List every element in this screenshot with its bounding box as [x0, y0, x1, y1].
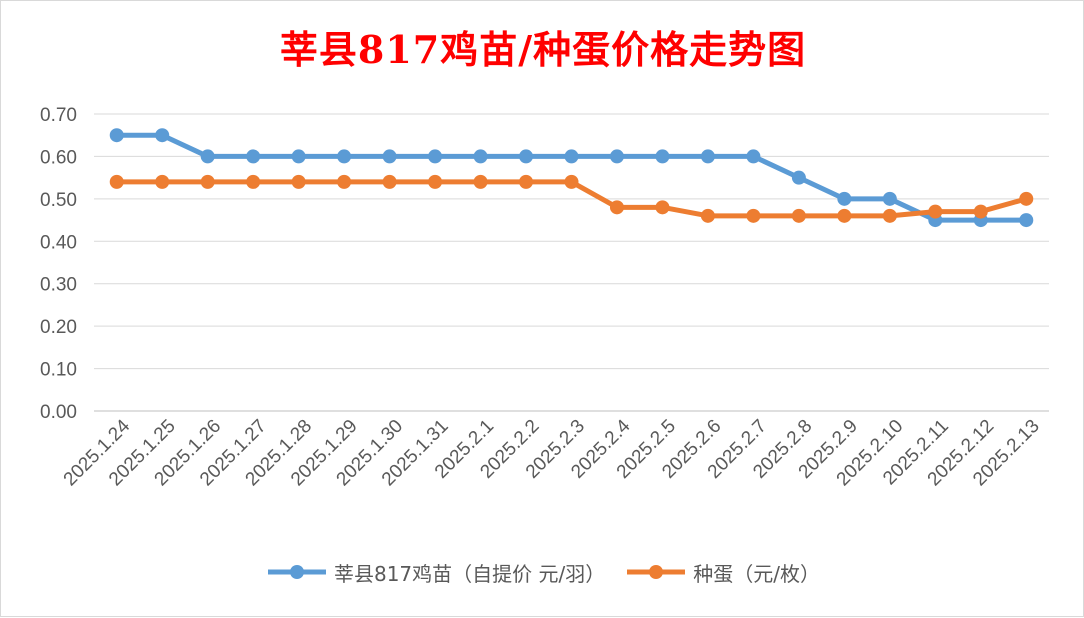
data-point-series-0	[291, 149, 306, 164]
data-point-series-0	[791, 170, 806, 185]
data-point-series-0	[746, 149, 761, 164]
data-point-series-1	[973, 204, 988, 219]
y-tick-label: 0.20	[40, 317, 77, 338]
data-point-series-0	[519, 149, 534, 164]
data-point-series-0	[837, 191, 852, 206]
data-point-series-0	[1019, 213, 1034, 228]
data-point-series-1	[928, 204, 943, 219]
data-point-series-1	[882, 208, 897, 223]
legend-label-egg: 种蛋（元/枚）	[693, 561, 821, 586]
data-point-series-1	[746, 208, 761, 223]
data-point-series-1	[246, 174, 261, 189]
data-point-series-1	[564, 174, 579, 189]
data-point-series-1	[337, 174, 352, 189]
y-tick-label: 0.10	[40, 360, 77, 381]
legend-swatch-chick	[267, 565, 326, 579]
data-point-series-0	[609, 149, 624, 164]
data-point-series-1	[109, 174, 124, 189]
data-point-series-1	[1019, 191, 1034, 206]
y-tick-label: 0.70	[40, 105, 77, 126]
data-point-series-1	[200, 174, 215, 189]
chart-legend: 莘县817鸡苗（自提价 元/羽） 种蛋（元/枚）	[1, 557, 1084, 587]
data-point-series-0	[700, 149, 715, 164]
data-point-series-0	[200, 149, 215, 164]
legend-swatch-egg	[627, 565, 686, 579]
data-point-series-0	[428, 149, 443, 164]
legend-label-chick: 莘县817鸡苗（自提价 元/羽）	[333, 561, 606, 586]
data-point-series-1	[655, 200, 670, 215]
data-point-series-1	[519, 174, 534, 189]
data-point-series-0	[882, 191, 897, 206]
data-point-series-0	[246, 149, 261, 164]
data-point-series-1	[155, 174, 170, 189]
data-point-series-1	[700, 208, 715, 223]
data-point-series-1	[837, 208, 852, 223]
data-point-series-0	[655, 149, 670, 164]
data-point-series-0	[473, 149, 488, 164]
y-tick-label: 0.50	[40, 190, 77, 211]
data-point-series-1	[609, 200, 624, 215]
legend-item-egg: 种蛋（元/枚）	[625, 557, 820, 587]
data-point-series-1	[473, 174, 488, 189]
y-tick-label: 0.00	[40, 402, 77, 423]
data-point-series-1	[428, 174, 443, 189]
data-point-series-1	[791, 208, 806, 223]
y-tick-label: 0.30	[40, 275, 77, 296]
y-tick-label: 0.60	[40, 147, 77, 168]
data-point-series-0	[109, 128, 124, 143]
data-point-series-0	[564, 149, 579, 164]
y-tick-label: 0.40	[40, 232, 77, 253]
data-point-series-0	[382, 149, 397, 164]
data-point-series-1	[382, 174, 397, 189]
legend-item-chick: 莘县817鸡苗（自提价 元/羽）	[266, 557, 605, 587]
data-point-series-0	[155, 128, 170, 143]
chart-title: 莘县817鸡苗/种蛋价格走势图	[279, 27, 807, 72]
data-point-series-0	[337, 149, 352, 164]
data-point-series-1	[291, 174, 306, 189]
